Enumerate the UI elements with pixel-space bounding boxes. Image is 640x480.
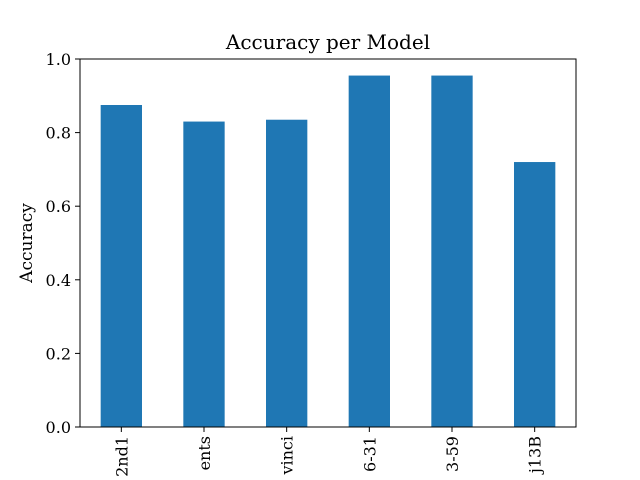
bar-j13B — [514, 162, 556, 428]
x-tick-label-ents: ents — [195, 436, 214, 470]
x-tick-label-3-59: 3-59 — [443, 436, 462, 472]
x-tick-label-vinci: vinci — [278, 436, 297, 476]
plot-frame — [79, 58, 577, 428]
y-tick-label: 0.8 — [46, 124, 71, 143]
chart-title: Accuracy per Model — [225, 30, 430, 54]
bars-group — [100, 75, 556, 428]
y-tick-label: 0.6 — [46, 197, 71, 216]
x-tick-label-j13B: j13B — [526, 436, 545, 475]
y-axis-label: Accuracy — [17, 203, 37, 284]
y-tick-label: 0.0 — [46, 418, 71, 437]
bar-6-31 — [348, 75, 390, 427]
y-tick-label: 0.2 — [46, 344, 71, 363]
x-axis: 2nd1 ents vinci 6-31 3-59 j13B — [112, 427, 545, 477]
y-axis: 0.0 0.2 0.4 0.6 0.8 1.0 — [46, 50, 80, 437]
bar-ents — [183, 121, 225, 427]
bar-3-59 — [431, 75, 473, 427]
bar-vinci — [266, 119, 308, 427]
x-tick-label-2nd1: 2nd1 — [112, 436, 131, 477]
y-tick-label: 1.0 — [46, 50, 71, 69]
x-tick-label-6-31: 6-31 — [360, 436, 379, 472]
bar-2nd1 — [100, 105, 142, 427]
y-tick-label: 0.4 — [46, 271, 71, 290]
